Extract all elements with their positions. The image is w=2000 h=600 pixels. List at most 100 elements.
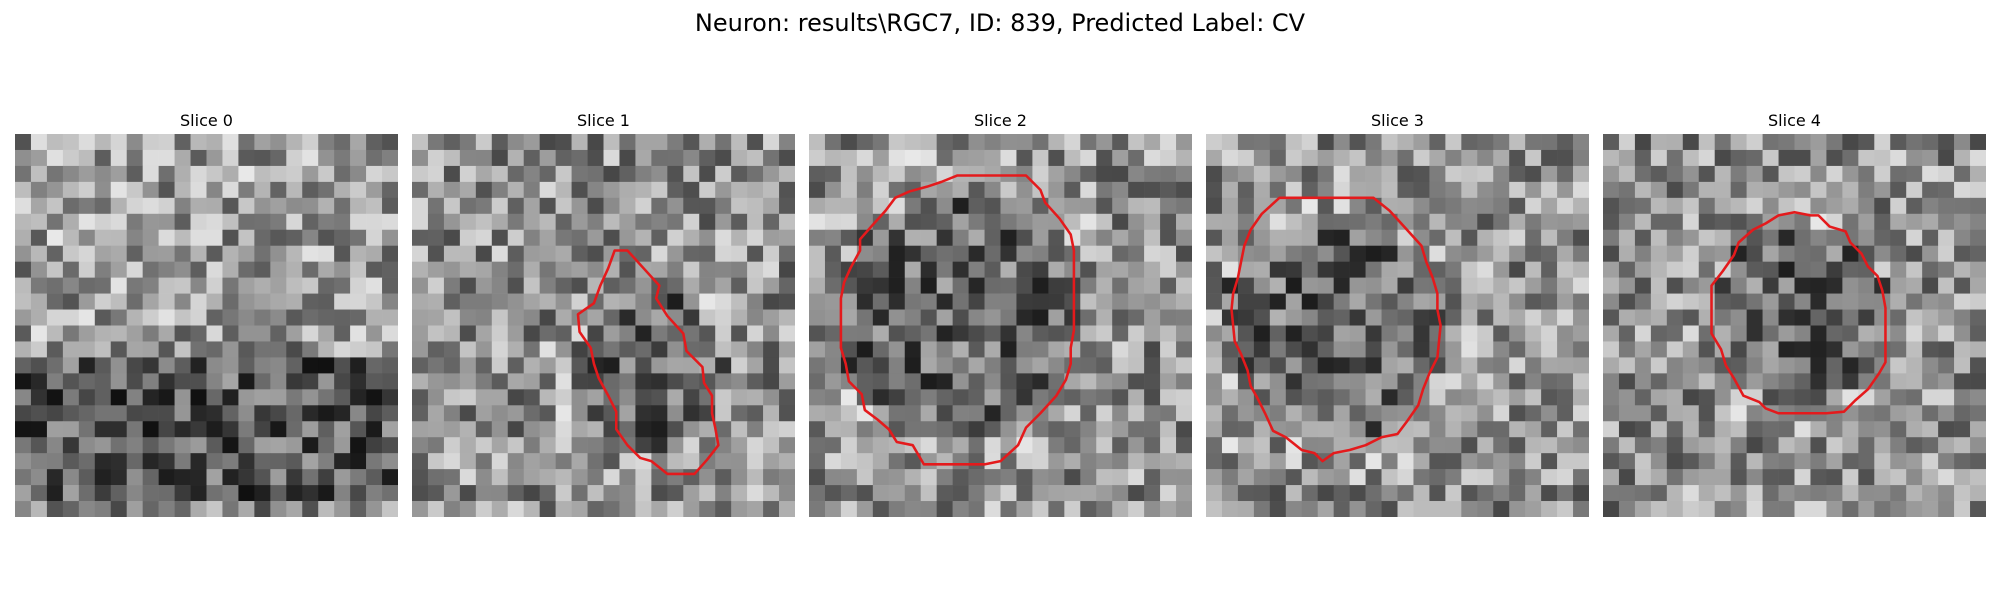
image-pixel (1794, 181, 1811, 199)
image-pixel (222, 277, 239, 294)
image-pixel (715, 293, 732, 310)
image-pixel (1112, 389, 1129, 406)
image-pixel (635, 245, 652, 262)
image-pixel (1762, 277, 1779, 294)
image-pixel (523, 309, 540, 326)
image-pixel (459, 389, 477, 406)
image-pixel (302, 165, 319, 183)
image-pixel (1000, 389, 1017, 406)
image-pixel (94, 501, 112, 517)
image-pixel (1397, 453, 1414, 470)
image-pixel (15, 213, 32, 231)
image-pixel (763, 181, 780, 199)
image-pixel (1206, 277, 1223, 294)
image-pixel (715, 421, 732, 438)
image-pixel (1000, 373, 1017, 390)
image-pixel (1509, 485, 1526, 502)
image-pixel (94, 469, 112, 486)
image-pixel (1618, 245, 1636, 262)
image-pixel (1397, 149, 1414, 167)
image-pixel (126, 341, 143, 358)
image-pixel (318, 277, 335, 294)
image-pixel (1810, 341, 1827, 358)
image-pixel (1333, 389, 1350, 406)
image-pixel (62, 453, 80, 470)
image-pixel (286, 357, 303, 374)
image-pixel (382, 165, 398, 183)
image-pixel (382, 181, 398, 199)
image-pixel (1666, 341, 1684, 358)
image-pixel (1509, 469, 1526, 486)
image-pixel (334, 149, 351, 167)
image-pixel (1000, 293, 1017, 310)
image-pixel (1160, 229, 1177, 247)
image-pixel (286, 389, 303, 406)
image-pixel (651, 165, 668, 183)
image-pixel (1144, 405, 1161, 422)
image-pixel (1112, 213, 1129, 231)
image-pixel (412, 213, 429, 231)
image-pixel (555, 309, 572, 326)
image-pixel (94, 134, 112, 151)
image-pixel (1016, 373, 1033, 390)
image-pixel (1048, 501, 1065, 517)
image-pixel (302, 181, 319, 199)
image-pixel (412, 469, 429, 486)
image-pixel (936, 421, 953, 438)
image-pixel (856, 325, 874, 342)
image-pixel (1938, 325, 1955, 342)
image-pixel (1634, 229, 1652, 247)
image-pixel (174, 277, 191, 294)
image-pixel (1413, 437, 1430, 454)
image-pixel (350, 357, 367, 374)
image-pixel (619, 245, 636, 262)
image-pixel (507, 245, 525, 262)
image-pixel (603, 501, 620, 517)
image-pixel (1461, 421, 1478, 438)
image-pixel (142, 165, 159, 183)
image-pixel (443, 373, 461, 390)
image-pixel (222, 229, 239, 247)
image-pixel (366, 453, 383, 470)
image-pixel (920, 277, 937, 294)
image-pixel (619, 309, 636, 326)
image-pixel (412, 453, 429, 470)
image-pixel (1477, 373, 1494, 390)
image-pixel (142, 197, 159, 215)
image-pixel (779, 229, 795, 247)
image-pixel (952, 261, 969, 278)
image-pixel (1333, 245, 1350, 262)
image-pixel (1269, 181, 1287, 199)
image-pixel (1890, 501, 1907, 517)
image-pixel (1906, 373, 1923, 390)
image-pixel (1000, 341, 1017, 358)
image-pixel (412, 261, 429, 278)
image-pixel (350, 437, 367, 454)
image-pixel (1938, 181, 1955, 199)
image-pixel (651, 341, 668, 358)
image-pixel (603, 134, 620, 151)
image-pixel (158, 325, 175, 342)
image-pixel (1253, 261, 1271, 278)
image-pixel (1541, 469, 1558, 486)
image-pixel (62, 277, 80, 294)
image-pixel (1746, 453, 1763, 470)
image-pixel (475, 181, 493, 199)
image-pixel (523, 373, 540, 390)
image-pixel (1429, 437, 1446, 454)
image-pixel (382, 229, 398, 247)
image-pixel (1525, 277, 1542, 294)
image-pixel (1048, 245, 1065, 262)
image-pixel (715, 277, 732, 294)
image-pixel (286, 261, 303, 278)
image-pixel (334, 181, 351, 199)
image-pixel (94, 261, 112, 278)
image-pixel (1682, 501, 1700, 517)
image-pixel (1112, 277, 1129, 294)
slice-label: Slice 2 (974, 111, 1027, 130)
image-pixel (15, 309, 32, 326)
image-pixel (1603, 309, 1620, 326)
image-pixel (1301, 277, 1319, 294)
image-pixel (1666, 134, 1684, 151)
image-pixel (1922, 325, 1939, 342)
